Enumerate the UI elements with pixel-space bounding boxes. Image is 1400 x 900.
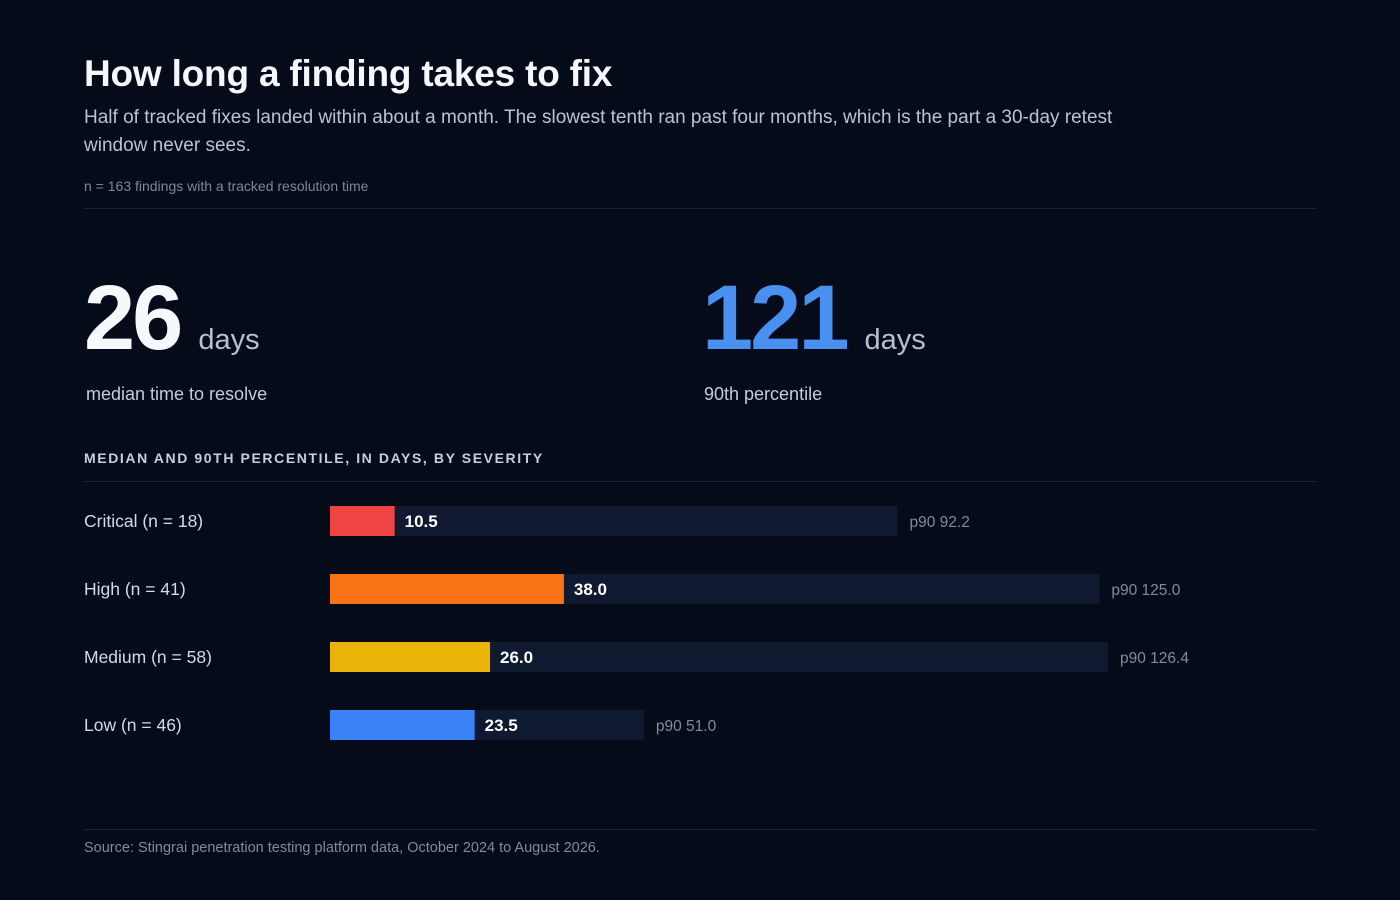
chart-section-label: MEDIAN AND 90TH PERCENTILE, IN DAYS, BY … [84, 450, 544, 466]
p90-value-label: p90 125.0 [1111, 582, 1180, 599]
median-unit: days [198, 324, 260, 356]
p90-value-label: p90 51.0 [656, 718, 717, 735]
p90-stat: 121 days 90th percentile [702, 267, 926, 404]
median-bar [330, 506, 395, 536]
divider [84, 829, 1316, 830]
median-stat: 26 days median time to resolve [84, 267, 267, 404]
median-value-label: 26.0 [500, 648, 533, 667]
median-bar [330, 710, 475, 740]
p90-value: 121 [702, 267, 849, 369]
chart-card: How long a finding takes to fix Half of … [84, 0, 1316, 900]
divider [84, 208, 1316, 209]
category-label: Medium (n = 58) [84, 647, 212, 667]
median-value-label: 38.0 [574, 580, 607, 599]
severity-bar-chart: Critical (n = 18) 10.5 p90 92.2 High (n = 4… [84, 506, 1189, 740]
p90-value-label: p90 126.4 [1120, 650, 1189, 667]
median-bar [330, 642, 491, 672]
category-label: Critical (n = 18) [84, 511, 203, 531]
p90-bar [330, 506, 898, 536]
sample-size-note: n = 163 findings with a tracked resoluti… [84, 178, 369, 194]
page-subtitle: Half of tracked fixes landed within abou… [84, 107, 1113, 156]
divider [84, 481, 1316, 482]
median-value-label: 10.5 [405, 512, 438, 531]
median-label: median time to resolve [86, 384, 268, 404]
median-value-label: 23.5 [485, 716, 518, 735]
p90-value-label: p90 92.2 [909, 514, 969, 531]
p90-unit: days [864, 324, 926, 356]
p90-label: 90th percentile [704, 384, 823, 404]
category-label: Low (n = 46) [84, 715, 182, 735]
source-note: Source: Stingrai penetration testing pla… [84, 840, 600, 856]
category-label: High (n = 41) [84, 579, 186, 599]
median-bar [330, 574, 564, 604]
median-value: 26 [84, 267, 183, 369]
page-title: How long a finding takes to fix [84, 53, 613, 94]
